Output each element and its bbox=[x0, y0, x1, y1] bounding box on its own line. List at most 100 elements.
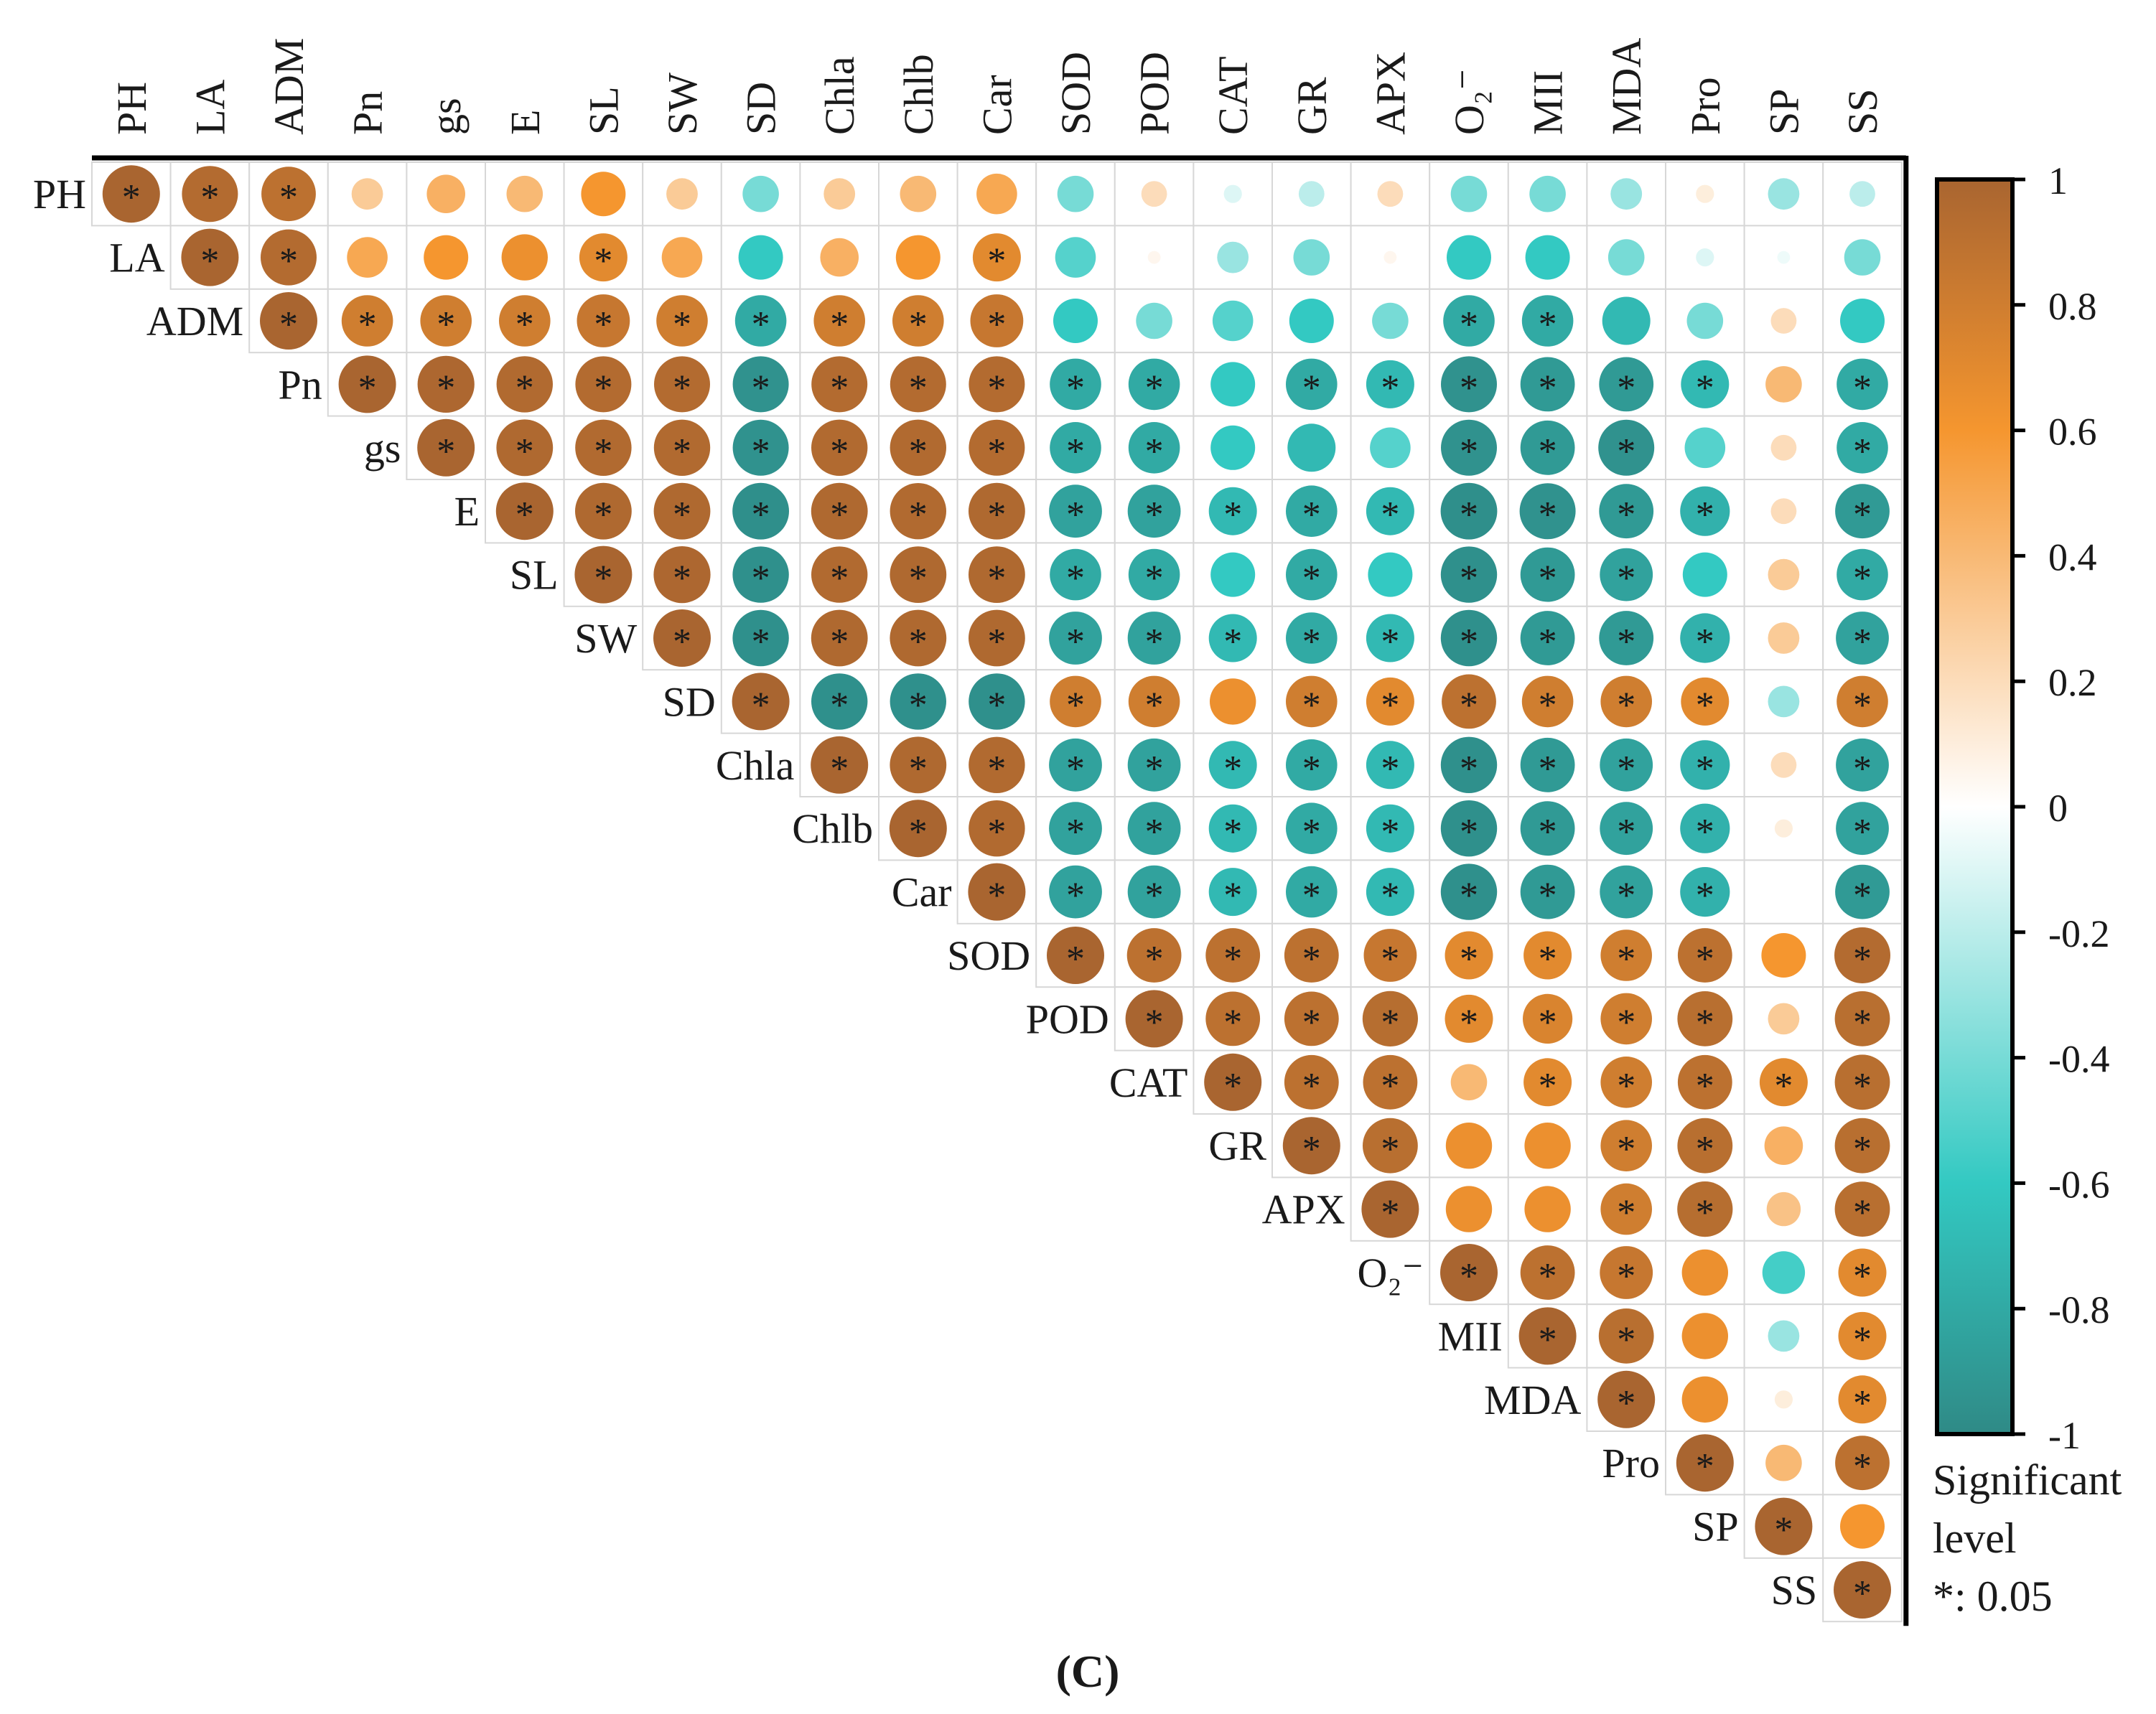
significance-star: * bbox=[987, 812, 1006, 853]
corr-circle-gs-SP bbox=[1770, 434, 1797, 461]
corr-circle-Chla-CAT bbox=[1208, 741, 1257, 790]
corr-circle-PH-SD bbox=[742, 175, 779, 212]
significance-star: * bbox=[1617, 749, 1635, 790]
significance-star: * bbox=[1539, 1002, 1557, 1043]
significance-star: * bbox=[1617, 622, 1635, 662]
significance-star: * bbox=[1460, 495, 1478, 535]
row-label: CAT bbox=[1109, 1059, 1188, 1106]
corr-circle-SD-APX bbox=[1366, 677, 1414, 726]
row-label: E bbox=[454, 488, 480, 535]
corr-circle-gs-Chlb bbox=[890, 419, 947, 476]
significance-star: * bbox=[1381, 876, 1399, 917]
row-label: Pn bbox=[279, 361, 322, 408]
significance-star: * bbox=[1066, 685, 1085, 726]
corr-circle-E-SD bbox=[732, 482, 789, 540]
column-label: LA bbox=[187, 80, 233, 135]
corr-circle-MDA-SP bbox=[1774, 1390, 1793, 1409]
corr-circle-Chlb-GR bbox=[1286, 802, 1338, 854]
grid-cell bbox=[1743, 859, 1824, 924]
significance-star: * bbox=[1539, 558, 1557, 599]
significance-star: * bbox=[1302, 939, 1321, 980]
corr-circle-SOD-MDA bbox=[1600, 929, 1652, 981]
corr-circle-PH-LA bbox=[182, 166, 238, 223]
corr-circle-SW-SP bbox=[1768, 622, 1800, 654]
significance-star: * bbox=[1696, 495, 1714, 535]
corr-circle-O₂⁻-SS bbox=[1838, 1248, 1887, 1297]
corr-circle-SW-SS bbox=[1836, 612, 1889, 665]
corr-circle-APX-MII bbox=[1524, 1186, 1571, 1232]
significance-star: * bbox=[1539, 367, 1557, 408]
corr-circle-E-APX bbox=[1366, 487, 1414, 535]
corr-circle-SL-MDA bbox=[1600, 548, 1653, 601]
corr-circle-SL-Car bbox=[969, 546, 1025, 603]
significance-star: * bbox=[673, 495, 691, 535]
corr-circle-ADM-MDA bbox=[1602, 296, 1651, 345]
significance-star: * bbox=[1460, 939, 1478, 980]
column-label: Pn bbox=[345, 91, 391, 135]
significance-star: * bbox=[594, 431, 612, 472]
corr-circle-Pn-Chla bbox=[811, 356, 868, 413]
significance-star: * bbox=[200, 241, 219, 282]
corr-circle-LA-SS bbox=[1844, 239, 1881, 276]
significance-star: * bbox=[1853, 1383, 1872, 1424]
significance-star: * bbox=[1223, 812, 1242, 853]
significance-star: * bbox=[1539, 685, 1557, 726]
significance-star: * bbox=[1223, 622, 1242, 662]
corr-circle-SD-Car bbox=[969, 673, 1025, 730]
corr-circle-Chlb-POD bbox=[1127, 802, 1181, 856]
corr-circle-LA-Chla bbox=[820, 238, 859, 277]
corr-circle-SD-SS bbox=[1837, 675, 1888, 728]
significance-star: * bbox=[1066, 812, 1085, 853]
corr-circle-Chlb-Pro bbox=[1680, 803, 1730, 853]
significance-star: * bbox=[279, 177, 298, 218]
column-label: SW bbox=[659, 72, 706, 135]
corr-circle-SD-SD bbox=[732, 673, 790, 731]
corr-circle-ADM-SS bbox=[1840, 299, 1885, 343]
significance-star: * bbox=[1381, 939, 1399, 980]
corr-circle-Chla-Car bbox=[969, 736, 1025, 794]
corr-circle-E-GR bbox=[1286, 485, 1338, 537]
corr-circle-SL-SD bbox=[732, 546, 789, 603]
column-label: O₂⁻ bbox=[1446, 68, 1493, 135]
significance-star: * bbox=[1853, 876, 1872, 917]
significance-star: * bbox=[515, 304, 534, 345]
significance-star: * bbox=[1617, 367, 1635, 408]
corr-circle-LA-SP bbox=[1777, 250, 1791, 264]
corr-circle-LA-Pn bbox=[347, 237, 388, 278]
corr-circle-Pn-CAT bbox=[1210, 362, 1256, 407]
corr-circle-Car-SS bbox=[1835, 864, 1890, 919]
significance-star: * bbox=[1617, 495, 1635, 535]
corr-circle-SL-SP bbox=[1768, 558, 1800, 591]
column-label: SD bbox=[738, 82, 785, 135]
significance-star: * bbox=[1381, 622, 1399, 662]
corr-circle-MII-Pro bbox=[1681, 1313, 1728, 1359]
corr-circle-PH-Pro bbox=[1696, 184, 1714, 203]
row-label: GR bbox=[1208, 1123, 1266, 1169]
corr-circle-Pn-MDA bbox=[1599, 357, 1654, 412]
corr-circle-MII-SS bbox=[1838, 1311, 1887, 1360]
colorbar-tick-label: 0.6 bbox=[2048, 411, 2097, 454]
corr-circle-gs-SS bbox=[1837, 422, 1888, 474]
significance-star: * bbox=[1302, 622, 1321, 662]
colorbar-tick-label: 1 bbox=[2048, 159, 2068, 202]
corr-circle-gs-Chla bbox=[811, 419, 868, 476]
corr-circle-SOD-SOD bbox=[1047, 927, 1104, 984]
significance-markers: * * * * * * * * * * * * * * * * * * * * * * * * * * * * * * * * * * * * * * * *… bbox=[122, 177, 1872, 1614]
corr-circle-GR-MDA bbox=[1600, 1120, 1652, 1171]
corr-circle-Pn-Chlb bbox=[890, 356, 946, 413]
corr-circle-SD-MDA bbox=[1600, 675, 1652, 728]
corr-circle-POD-POD bbox=[1125, 990, 1183, 1048]
corr-circle-SP-SS bbox=[1840, 1504, 1885, 1549]
corr-circle-Chlb-SP bbox=[1774, 819, 1793, 838]
significance-star: * bbox=[1696, 1129, 1714, 1170]
corr-circle-gs-SD bbox=[732, 419, 789, 476]
corr-circle-PH-ADM bbox=[261, 167, 316, 222]
corr-circle-LA-LA bbox=[181, 228, 239, 286]
row-label: MDA bbox=[1484, 1377, 1581, 1423]
corr-circle-SOD-SP bbox=[1761, 933, 1806, 978]
corr-circle-SD-Chlb bbox=[890, 673, 947, 730]
significance-star: * bbox=[1617, 1002, 1635, 1043]
column-label: Car bbox=[974, 75, 1020, 135]
significance-star: * bbox=[279, 241, 298, 282]
corr-circle-O₂⁻-O₂⁻ bbox=[1440, 1244, 1498, 1301]
